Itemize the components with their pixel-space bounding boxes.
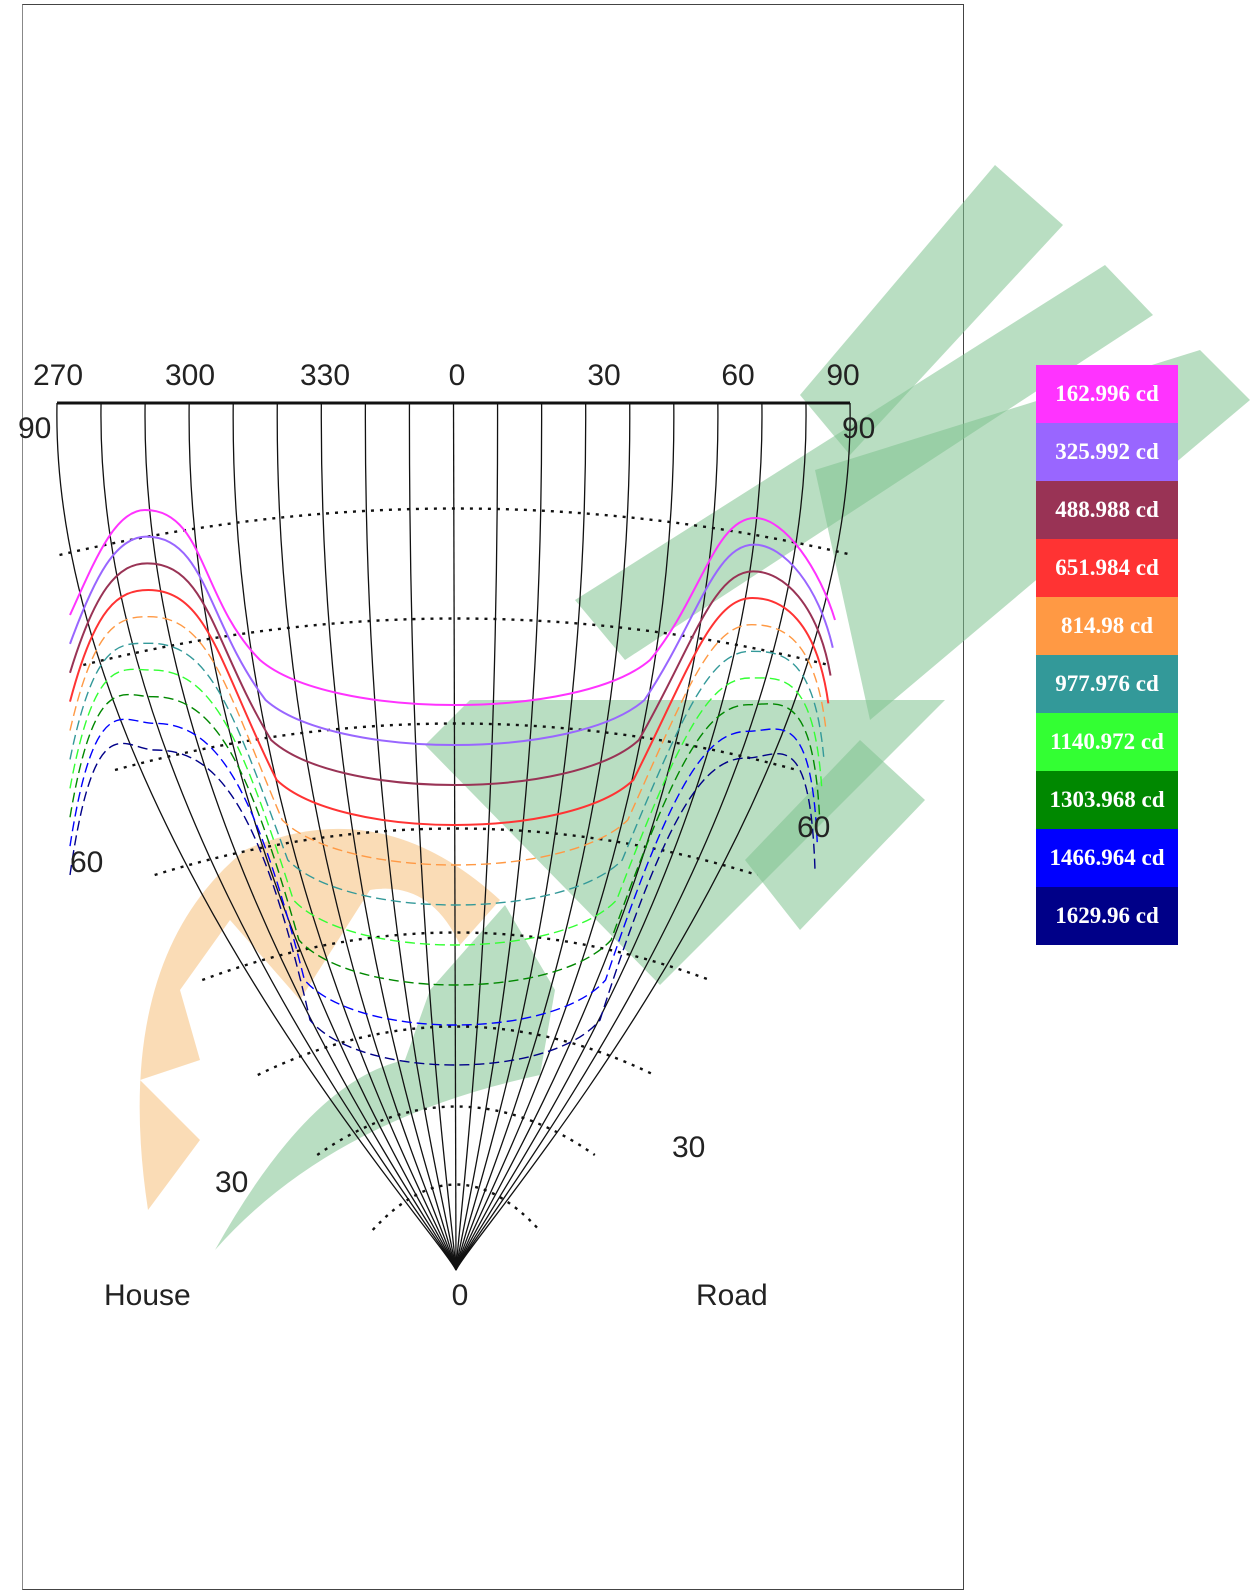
right-corner-90: 90 xyxy=(842,412,875,445)
meridian-line-17 xyxy=(455,402,807,1271)
contour-line-3 xyxy=(69,588,830,826)
top-tick-30: 30 xyxy=(587,359,620,392)
legend-item-4: 814.98 cd xyxy=(1036,597,1178,655)
angular-grid xyxy=(56,402,853,1271)
bottom-label-0: 0 xyxy=(452,1279,469,1312)
contour-line-6 xyxy=(69,668,823,946)
legend-item-0: 162.996 cd xyxy=(1036,365,1178,423)
left-label-30: 30 xyxy=(215,1166,248,1199)
house-label: House xyxy=(104,1279,191,1312)
meridian-line-14 xyxy=(455,402,675,1271)
meridian-line-10 xyxy=(455,402,499,1271)
meridian-line-8 xyxy=(408,402,457,1271)
contour-line-4 xyxy=(69,615,827,866)
contour-lines xyxy=(69,508,836,1066)
meridian-line-11 xyxy=(455,402,543,1271)
contour-line-7 xyxy=(69,693,821,986)
top-tick-0: 0 xyxy=(449,359,466,392)
top-tick-270: 270 xyxy=(33,359,83,392)
parallel-line-1 xyxy=(82,617,830,667)
parallel-line-3 xyxy=(154,827,758,877)
top-tick-300: 300 xyxy=(165,359,215,392)
legend-item-9: 1629.96 cd xyxy=(1036,887,1178,945)
parallel-line-5 xyxy=(257,1025,655,1077)
top-tick-90: 90 xyxy=(826,359,859,392)
top-tick-330: 330 xyxy=(300,359,350,392)
meridian-line-16 xyxy=(455,402,763,1271)
meridian-line-3 xyxy=(188,402,457,1271)
meridian-line-7 xyxy=(364,402,457,1271)
parallel-line-7 xyxy=(371,1183,541,1231)
legend-item-6: 1140.972 cd xyxy=(1036,713,1178,771)
top-tick-60: 60 xyxy=(721,359,754,392)
meridian-line-18 xyxy=(455,402,851,1271)
contour-line-2 xyxy=(69,562,832,786)
meridian-line-1 xyxy=(100,402,457,1271)
legend-item-5: 977.976 cd xyxy=(1036,655,1178,713)
meridian-line-2 xyxy=(144,402,457,1271)
parallel-line-4 xyxy=(201,931,711,982)
legend-item-8: 1466.964 cd xyxy=(1036,829,1178,887)
right-label-30: 30 xyxy=(672,1131,705,1164)
meridian-line-5 xyxy=(276,402,457,1271)
legend-item-3: 651.984 cd xyxy=(1036,539,1178,597)
legend-item-7: 1303.968 cd xyxy=(1036,771,1178,829)
road-label: Road xyxy=(696,1279,768,1312)
contour-line-5 xyxy=(69,642,825,906)
legend-item-2: 488.988 cd xyxy=(1036,481,1178,539)
parallel-line-2 xyxy=(114,722,798,772)
meridian-line-13 xyxy=(455,402,631,1271)
meridian-line-0 xyxy=(56,402,457,1271)
meridian-line-6 xyxy=(320,402,457,1271)
legend-item-1: 325.992 cd xyxy=(1036,423,1178,481)
meridian-line-12 xyxy=(455,402,587,1271)
contour-line-8 xyxy=(69,718,818,1026)
meridian-line-4 xyxy=(232,402,457,1271)
contour-line-0 xyxy=(69,508,836,706)
right-label-60: 60 xyxy=(797,811,830,844)
contour-line-9 xyxy=(69,742,816,1066)
left-corner-90: 90 xyxy=(18,412,51,445)
meridian-line-9 xyxy=(452,402,457,1271)
contour-line-1 xyxy=(69,535,834,746)
legend: 162.996 cd 325.992 cd 488.988 cd 651.984 cd… xyxy=(1036,365,1178,945)
left-label-60: 60 xyxy=(70,846,103,879)
